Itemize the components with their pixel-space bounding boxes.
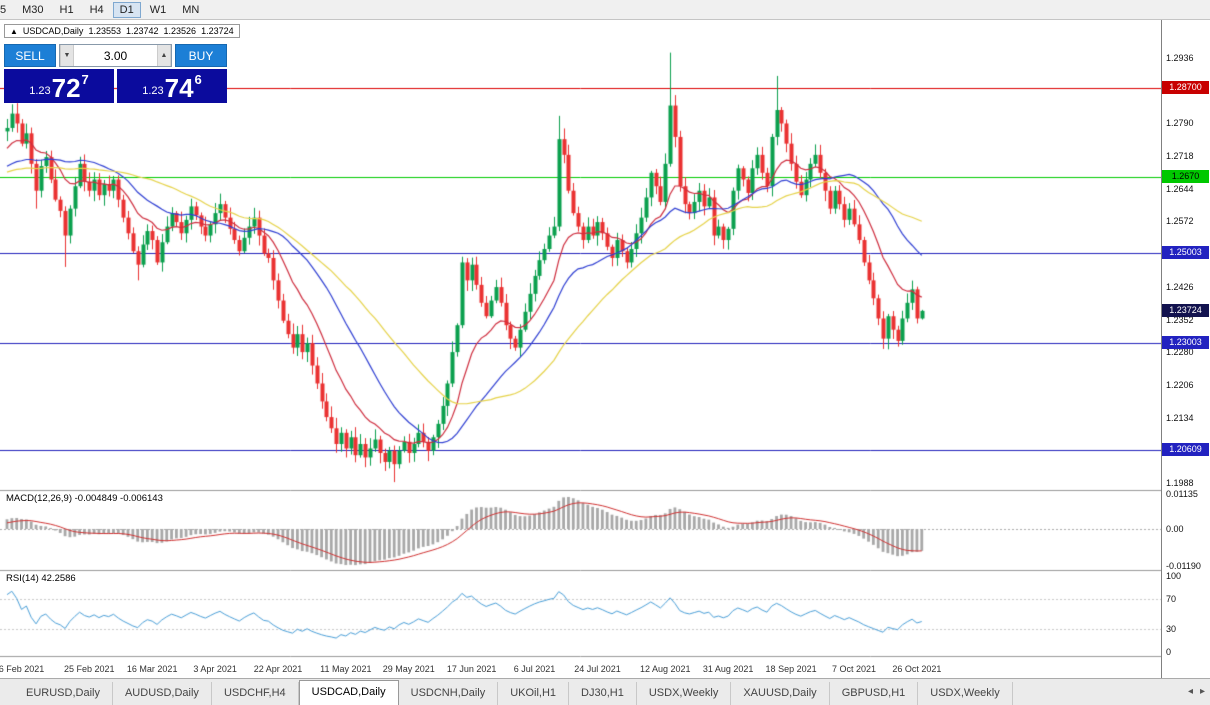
macd-axis-label: 0.01135 xyxy=(1166,489,1198,499)
buy-price-box[interactable]: 1.23 74 6 xyxy=(117,69,227,103)
timeframe-button-m30[interactable]: M30 xyxy=(15,2,50,18)
buy-button[interactable]: BUY xyxy=(175,44,227,67)
sell-price-big: 72 xyxy=(51,73,81,103)
green-level-badge: 1.2670 xyxy=(1162,170,1209,184)
date-axis-label: 26 Oct 2021 xyxy=(892,664,942,674)
chart-area: ▲ USDCAD,Daily 1.23553 1.23742 1.23526 1… xyxy=(0,20,1210,678)
price-axis-label: 1.2426 xyxy=(1166,281,1194,292)
chart-tab-usdchf-2[interactable]: USDCHF,H4 xyxy=(212,682,299,705)
chart-tab-bar: EURUSD,Daily AUDUSD,Daily USDCHF,H4 USDCAD,… xyxy=(0,678,1210,705)
date-axis: 6 Feb 2021 25 Feb 2021 16 Mar 2021 3 Apr 20… xyxy=(0,656,1161,678)
buy-price-pip: 6 xyxy=(194,72,202,87)
macd-indicator-label: MACD(12,26,9) -0.004849 -0.006143 xyxy=(6,493,163,504)
date-axis-label: 3 Apr 2021 xyxy=(193,664,237,674)
sell-button[interactable]: SELL xyxy=(4,44,56,67)
tabs-scroll-left-icon[interactable]: ◂ xyxy=(1187,686,1193,697)
timeframe-button-d1[interactable]: D1 xyxy=(112,1,141,18)
price-axis-label: 1.1988 xyxy=(1166,478,1194,488)
timeframe-button-5[interactable]: 5 xyxy=(0,2,13,18)
rsi-axis-label: 100 xyxy=(1166,570,1182,581)
date-axis-label: 25 Feb 2021 xyxy=(63,664,115,674)
chart-tab-dj30-6[interactable]: DJ30,H1 xyxy=(569,682,637,705)
chart-quote-bar: ▲ USDCAD,Daily 1.23553 1.23742 1.23526 1… xyxy=(4,24,240,38)
volume-decrease-button[interactable]: ▼ xyxy=(60,45,74,66)
quote-open: 1.23553 xyxy=(88,26,121,36)
resistance-level-badge: 1.28700 xyxy=(1162,80,1209,94)
chart-tab-usdx-10[interactable]: USDX,Weekly xyxy=(918,682,1013,705)
chart-tab-audusd-1[interactable]: AUDUSD,Daily xyxy=(113,682,212,705)
macd-axis-label: -0.01190 xyxy=(1166,560,1201,571)
price-axis-label: 1.2644 xyxy=(1166,183,1194,194)
rsi-axis-label: 30 xyxy=(1166,624,1177,635)
date-axis-label: 16 Mar 2021 xyxy=(126,664,178,674)
date-axis-label: 12 Aug 2021 xyxy=(639,664,691,674)
price-axis-label: 1.2936 xyxy=(1166,53,1194,64)
one-click-trading-panel: SELL ▼ ▲ BUY 1.23 72 7 1.23 74 6 xyxy=(4,44,227,103)
timeframe-toolbar: 5 M30 H1 H4 D1 W1 MN xyxy=(0,0,1210,20)
date-axis-label: 7 Oct 2021 xyxy=(831,664,877,674)
date-axis-label: 6 Feb 2021 xyxy=(0,664,45,674)
date-axis-label: 29 May 2021 xyxy=(382,664,435,674)
symbol-up-arrow-icon: ▲ xyxy=(10,26,18,36)
price-axis[interactable]: 1.2936 1.2790 1.2718 1.2644 1.2572 1.2426 1.23… xyxy=(1161,20,1210,678)
date-axis-label: 18 Sep 2021 xyxy=(765,664,817,674)
quote-low: 1.23526 xyxy=(163,26,197,36)
price-axis-label: 1.2718 xyxy=(1166,150,1194,161)
date-axis-label: 11 May 2021 xyxy=(320,664,372,674)
chart-tab-usdcad-3[interactable]: USDCAD,Daily xyxy=(298,680,399,705)
tab-strip: EURUSD,Daily AUDUSD,Daily USDCHF,H4 USDCAD,… xyxy=(14,680,1013,705)
date-axis-label: 17 Jun 2021 xyxy=(446,664,497,674)
price-axis-label: 1.2206 xyxy=(1166,380,1194,391)
price-axis-label: 1.2134 xyxy=(1166,412,1194,423)
date-axis-label: 24 Jul 2021 xyxy=(574,664,621,674)
timeframe-button-h1[interactable]: H1 xyxy=(53,2,81,18)
timeframe-button-mn[interactable]: MN xyxy=(175,2,206,18)
chart-tab-usdx-7[interactable]: USDX,Weekly xyxy=(637,682,732,705)
chart-tab-gbpusd-9[interactable]: GBPUSD,H1 xyxy=(830,682,919,705)
rsi-indicator-label: RSI(14) 42.2586 xyxy=(6,573,76,584)
current-price-badge: 1.23724 xyxy=(1162,303,1209,317)
chart-tab-usdcnh-4[interactable]: USDCNH,Daily xyxy=(399,682,499,705)
sell-price-base: 1.23 xyxy=(29,85,51,97)
volume-stepper: ▼ ▲ xyxy=(59,44,172,67)
quote-close: 1.23724 xyxy=(201,26,234,36)
rsi-axis-label: 0 xyxy=(1166,647,1172,658)
volume-increase-button[interactable]: ▲ xyxy=(157,45,171,66)
quote-high: 1.23742 xyxy=(125,26,159,36)
blue-level-badge: 1.20609 xyxy=(1162,443,1209,457)
timeframe-button-h4[interactable]: H4 xyxy=(83,2,111,18)
buy-price-big: 74 xyxy=(164,73,194,103)
sell-price-pip: 7 xyxy=(81,72,89,87)
price-axis-label: 1.2572 xyxy=(1166,216,1194,227)
chart-tab-xauusd-8[interactable]: XAUUSD,Daily xyxy=(731,682,830,705)
triangle-down-icon: ▼ xyxy=(63,52,71,59)
rsi-axis-label: 70 xyxy=(1166,593,1177,604)
sell-price-box[interactable]: 1.23 72 7 xyxy=(4,69,114,103)
chart-tab-ukoil-5[interactable]: UKOil,H1 xyxy=(498,682,570,705)
chart-tab-eurusd-0[interactable]: EURUSD,Daily xyxy=(14,682,113,705)
chart-symbol-title: USDCAD,Daily xyxy=(22,26,84,36)
date-axis-label: 22 Apr 2021 xyxy=(253,664,303,674)
triangle-up-icon: ▲ xyxy=(160,52,168,59)
blue-level-badge: 1.23003 xyxy=(1162,336,1209,349)
date-axis-label: 31 Aug 2021 xyxy=(702,664,754,674)
price-axis-label: 1.2352 xyxy=(1166,314,1194,325)
blue-level-badge: 1.25003 xyxy=(1162,246,1209,260)
tab-scroll-arrows: ◂ ▸ xyxy=(1188,686,1205,697)
volume-input[interactable] xyxy=(74,45,157,66)
tabs-scroll-right-icon[interactable]: ▸ xyxy=(1199,686,1205,697)
price-chart-canvas[interactable] xyxy=(0,20,1161,678)
date-axis-label: 6 Jul 2021 xyxy=(513,664,556,674)
macd-axis-label: 0.00 xyxy=(1166,523,1184,534)
price-axis-label: 1.2790 xyxy=(1166,118,1194,129)
price-axis-label: 1.2280 xyxy=(1166,347,1194,358)
timeframe-button-w1[interactable]: W1 xyxy=(143,2,174,18)
buy-price-base: 1.23 xyxy=(142,85,164,97)
